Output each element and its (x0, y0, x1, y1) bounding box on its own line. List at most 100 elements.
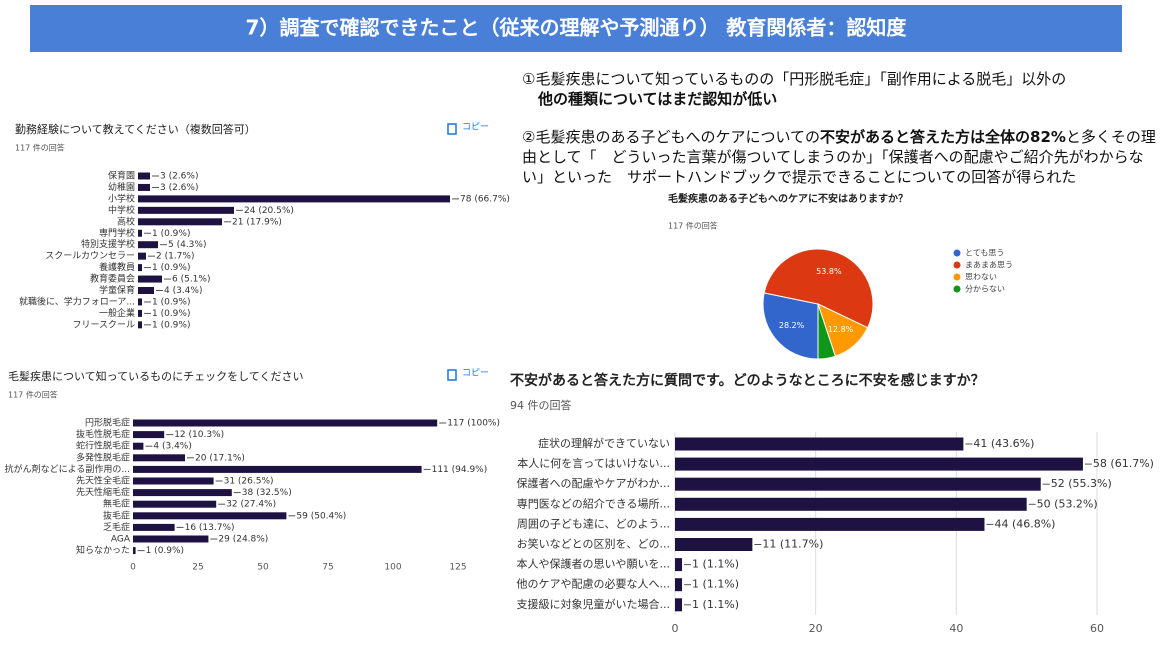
bar (138, 309, 142, 317)
bar (675, 437, 964, 451)
bar (675, 477, 1041, 491)
value-label: 59 (50.4%) (296, 511, 346, 521)
bar (138, 206, 234, 214)
copy-icon[interactable] (447, 123, 457, 135)
bar (138, 264, 142, 272)
bar (138, 195, 450, 203)
chart-title: 毛髪疾患のある子どもへのケアに不安はありますか？ (668, 192, 908, 205)
value-label: 4 (3.4%) (164, 286, 202, 296)
legend-label: まあまあ思う (965, 261, 1013, 270)
legend-label: 思わない (965, 273, 997, 282)
legend-label: とても思う (965, 249, 1004, 258)
value-label: 1 (1.1%) (692, 598, 739, 611)
bar (133, 419, 438, 427)
chart-subtitle: 117 件の回答 (15, 143, 65, 153)
y-tick-label: 知らなかった (76, 544, 130, 556)
y-tick-label: 保護者への配慮やケアがわか... (517, 476, 671, 490)
x-tick-label: 50 (257, 563, 269, 573)
value-label: 1 (0.9%) (152, 297, 190, 307)
value-label: 78 (66.7%) (460, 194, 510, 204)
value-label: 1 (0.9%) (152, 309, 190, 319)
y-tick-label: 円形脱毛症 (85, 417, 130, 429)
bar (133, 465, 422, 473)
bar (138, 287, 154, 294)
chart-subtitle: 117 件の回答 (668, 221, 718, 231)
y-tick-label: 就職後に、学力フォローア... (19, 295, 135, 307)
value-label: 1 (0.9%) (146, 546, 184, 556)
value-label: 52 (55.3%) (1051, 477, 1112, 490)
pie-slice (817, 303, 836, 360)
y-tick-label: 先天性縮毛症 (76, 486, 130, 498)
bar (133, 512, 287, 520)
chart-subtitle: 94 件の回答 (510, 398, 572, 412)
y-tick-label: 特別支援学校 (81, 238, 135, 250)
bar (675, 598, 683, 612)
value-label: 11 (11.7%) (762, 538, 823, 551)
slice-label: 53.8% (816, 267, 842, 276)
chart-title: 不安があると答えた方に質問です。どのようなところに不安を感じますか？ (510, 372, 985, 389)
note-text: と多くその理由として「 どういった言葉が傷ついてしまうのか」「保護者への配慮やご… (522, 128, 1156, 186)
value-label: 4 (3.4%) (153, 442, 191, 452)
bar (138, 218, 222, 226)
y-tick-label: 保育園 (108, 170, 135, 182)
bar (133, 500, 217, 508)
slice-label: 12.8% (828, 325, 854, 334)
y-tick-label: 抜毛症 (103, 509, 130, 521)
bar (138, 298, 142, 306)
x-tick-label: 25 (192, 563, 203, 573)
x-tick-label: 40 (949, 622, 963, 635)
pie-slice (763, 248, 874, 329)
copy-button[interactable]: コピー (462, 122, 489, 133)
y-tick-label: お笑いなどとの区別を、どの... (517, 537, 670, 551)
value-label: 58 (61.7%) (1093, 457, 1154, 470)
y-tick-label: 専門学校 (99, 227, 135, 239)
y-tick-label: 本人や保護者の思いや願いを... (517, 557, 671, 571)
y-tick-label: 高校 (117, 215, 135, 227)
note: ②毛髪疾患のある子どもへのケアについての不安があると答えた方は全体の82%と多く… (522, 127, 1158, 187)
bar (138, 229, 142, 237)
y-tick-label: 専門医などの紹介できる場所... (517, 497, 670, 510)
y-tick-label: 支援級に対象児童がいた場合... (517, 597, 671, 611)
note-text: 他の種類についてはまだ認知が低い (538, 90, 778, 108)
value-label: 5 (4.3%) (168, 240, 206, 250)
y-tick-label: 症状の理解ができていない (538, 436, 670, 450)
value-label: 16 (13.7%) (185, 523, 235, 533)
bar (133, 454, 185, 462)
y-tick-label: AGA (111, 535, 131, 545)
value-label: 111 (94.9%) (432, 465, 488, 475)
value-label: 29 (24.8%) (218, 535, 268, 545)
y-tick-label: 乏毛症 (103, 521, 130, 533)
header-bar (30, 5, 1122, 52)
value-label: 117 (100%) (447, 419, 500, 429)
y-tick-label: 無毛症 (103, 498, 130, 510)
value-label: 3 (2.6%) (160, 172, 198, 182)
copy-icon[interactable] (447, 369, 457, 381)
bar (133, 489, 232, 497)
value-label: 38 (32.5%) (242, 488, 292, 498)
bar (138, 183, 150, 191)
y-tick-label: 本人に何を言ってはいけない... (517, 456, 670, 470)
pie-slice (762, 292, 819, 360)
copy-button[interactable]: コピー (462, 368, 489, 379)
x-tick-label: 0 (672, 622, 679, 635)
x-tick-label: 60 (1090, 622, 1104, 635)
x-tick-label: 100 (384, 563, 401, 573)
y-tick-label: 抗がん剤などによる副作用の... (5, 463, 130, 475)
y-tick-label: 中学校 (108, 204, 135, 216)
y-tick-label: 蛇行性脱毛症 (76, 440, 130, 452)
y-tick-label: 幼稚園 (108, 181, 135, 193)
bar (138, 252, 146, 260)
y-tick-label: 一般企業 (99, 307, 135, 319)
bar (138, 321, 142, 329)
note-text: 不安があると答えた方は全体の82% (820, 128, 1066, 146)
value-label: 44 (46.8%) (994, 517, 1055, 530)
legend-swatch (953, 249, 961, 257)
x-tick-label: 0 (130, 563, 136, 573)
value-label: 3 (2.6%) (160, 183, 198, 193)
y-tick-label: 先天性全毛症 (76, 475, 130, 487)
legend-swatch (953, 285, 961, 293)
value-label: 1 (1.1%) (692, 558, 739, 571)
note-text: ①毛髪疾患について知っているものの「円形脱毛症」「副作用による脱毛」以外の (522, 70, 1067, 88)
bar (675, 517, 985, 531)
